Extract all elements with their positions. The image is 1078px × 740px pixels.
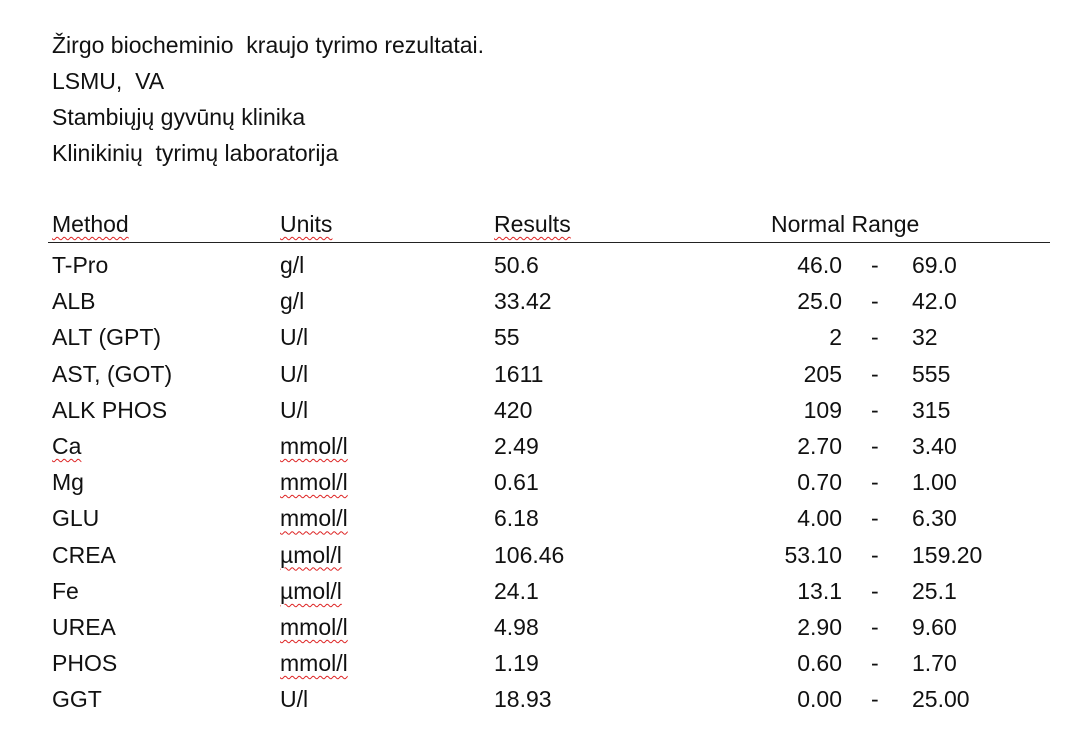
range-separator: - (871, 686, 879, 713)
range-low: 0.60 (797, 650, 842, 677)
range-high: 315 (912, 396, 951, 423)
units: mmol/l (280, 469, 348, 496)
range-separator: - (871, 469, 879, 496)
result: 55 (494, 324, 520, 351)
range-low: 25.0 (797, 288, 842, 315)
range-separator: - (871, 324, 879, 351)
header-rule (48, 242, 1050, 243)
result: 420 (494, 396, 533, 423)
result: 1.19 (494, 650, 539, 677)
method: Mg (52, 469, 84, 496)
method: PHOS (52, 650, 118, 677)
method: ALK PHOS (52, 396, 168, 423)
units: U/l (280, 324, 309, 351)
range-separator: - (871, 252, 879, 278)
range-low: 4.00 (797, 505, 842, 532)
range-low: 13.1 (797, 577, 842, 604)
result: 50.6 (494, 252, 539, 278)
range-separator: - (871, 650, 879, 677)
method: Ca (52, 433, 82, 459)
units: µmol/l (280, 577, 342, 604)
range-low: 2.90 (797, 614, 842, 640)
range-low: 0.70 (797, 469, 842, 496)
range-high: 555 (912, 360, 951, 387)
range-separator: - (871, 577, 879, 604)
range-low: 205 (803, 360, 842, 387)
method: CREA (52, 541, 116, 568)
method: Fe (52, 577, 79, 604)
range-high: 3.40 (912, 433, 957, 459)
units: mmol/l (280, 505, 348, 532)
method: AST, (GOT) (52, 360, 173, 387)
units: µmol/l (280, 541, 342, 568)
column-header: Normal Range (771, 211, 920, 237)
range-separator: - (871, 288, 879, 315)
range-high: 32 (912, 324, 938, 351)
range-low: 2.70 (797, 433, 842, 459)
units: U/l (280, 686, 309, 713)
result: 2.49 (494, 433, 539, 459)
result: 0.61 (494, 469, 539, 496)
range-low: 2 (829, 324, 842, 351)
method: T-Pro (52, 252, 109, 278)
result: 6.18 (494, 505, 539, 532)
method: GLU (52, 505, 100, 532)
header-line: LSMU, VA (52, 68, 165, 94)
result: 1611 (494, 360, 544, 387)
range-high: 25.00 (912, 686, 970, 713)
units: mmol/l (280, 650, 348, 677)
range-high: 42.0 (912, 288, 957, 315)
header-line: Stambiųjų gyvūnų klinika (52, 104, 306, 130)
method: UREA (52, 614, 116, 640)
range-low: 0.00 (797, 686, 842, 713)
result: 24.1 (494, 577, 539, 604)
range-separator: - (871, 505, 879, 532)
range-high: 1.70 (912, 650, 957, 677)
range-low: 109 (803, 396, 842, 423)
range-separator: - (871, 433, 879, 459)
range-low: 53.10 (784, 541, 842, 568)
units: mmol/l (280, 433, 348, 459)
result: 4.98 (494, 614, 539, 640)
column-header: Units (280, 211, 333, 237)
method: GGT (52, 686, 102, 713)
range-high: 69.0 (912, 252, 957, 278)
units: g/l (280, 288, 305, 315)
result: 18.93 (494, 686, 552, 713)
method: ALT (GPT) (52, 324, 162, 351)
column-header: Method (52, 211, 129, 237)
range-high: 159.20 (912, 541, 983, 568)
range-high: 25.1 (912, 577, 957, 604)
range-high: 6.30 (912, 505, 957, 532)
range-low: 46.0 (797, 252, 842, 278)
column-header: Results (494, 211, 571, 237)
units: g/l (280, 252, 305, 278)
range-high: 1.00 (912, 469, 957, 496)
header-line: Žirgo biocheminio kraujo tyrimo rezultat… (52, 32, 485, 58)
result: 33.42 (494, 288, 552, 315)
units: mmol/l (280, 614, 348, 640)
units: U/l (280, 360, 309, 387)
range-separator: - (871, 360, 879, 387)
range-separator: - (871, 614, 879, 640)
units: U/l (280, 396, 309, 423)
method: ALB (52, 288, 96, 315)
range-high: 9.60 (912, 614, 957, 640)
range-separator: - (871, 541, 879, 568)
result: 106.46 (494, 541, 565, 568)
range-separator: - (871, 396, 879, 423)
header-line: Klinikinių tyrimų laboratorija (52, 140, 339, 166)
